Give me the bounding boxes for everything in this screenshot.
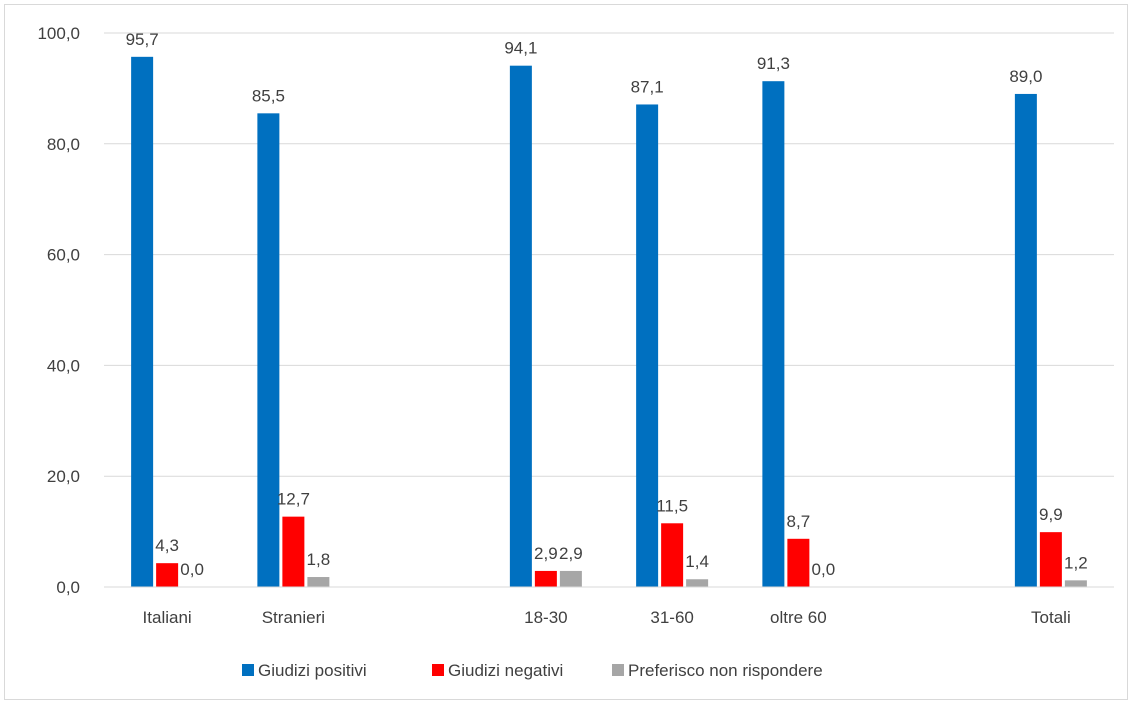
bar bbox=[307, 577, 330, 587]
bar bbox=[156, 563, 179, 587]
data-label: 11,5 bbox=[656, 496, 688, 515]
y-tick-label: 80,0 bbox=[47, 135, 80, 154]
data-label: 1,4 bbox=[685, 552, 709, 571]
data-label: 0,0 bbox=[812, 560, 836, 579]
data-label: 87,1 bbox=[631, 77, 664, 96]
data-label: 85,5 bbox=[252, 86, 285, 105]
bar bbox=[282, 516, 305, 587]
y-tick-label: 60,0 bbox=[47, 246, 80, 265]
legend-swatch bbox=[242, 664, 254, 676]
data-label: 8,7 bbox=[787, 512, 811, 531]
data-label: 94,1 bbox=[504, 39, 537, 58]
bar bbox=[257, 113, 280, 587]
data-label: 2,9 bbox=[534, 544, 558, 563]
data-label: 95,7 bbox=[126, 30, 159, 49]
data-label: 2,9 bbox=[559, 544, 583, 563]
legend-swatch bbox=[432, 664, 444, 676]
bar bbox=[1014, 93, 1037, 587]
bar bbox=[762, 81, 785, 587]
y-tick-label: 0,0 bbox=[56, 578, 80, 597]
bar bbox=[509, 65, 532, 588]
data-label: 4,3 bbox=[155, 536, 179, 555]
legend-label: Preferisco non rispondere bbox=[628, 661, 823, 680]
bar bbox=[1064, 580, 1087, 587]
category-label: 31-60 bbox=[650, 608, 693, 627]
legend-swatch bbox=[612, 664, 624, 676]
bar bbox=[686, 579, 709, 587]
bar bbox=[534, 570, 557, 587]
data-label: 9,9 bbox=[1039, 505, 1063, 524]
category-label: oltre 60 bbox=[770, 608, 827, 627]
category-label: 18-30 bbox=[524, 608, 567, 627]
data-label: 89,0 bbox=[1009, 67, 1042, 86]
bar bbox=[661, 523, 684, 587]
data-label: 91,3 bbox=[757, 54, 790, 73]
data-label: 0,0 bbox=[180, 560, 204, 579]
legend-label: Giudizi positivi bbox=[258, 661, 367, 680]
category-label: Italiani bbox=[143, 608, 192, 627]
y-tick-label: 20,0 bbox=[47, 467, 80, 486]
y-tick-label: 100,0 bbox=[37, 24, 80, 43]
bar bbox=[787, 538, 810, 587]
category-label: Stranieri bbox=[262, 608, 325, 627]
data-label: 12,7 bbox=[277, 490, 310, 509]
data-label: 1,2 bbox=[1064, 553, 1088, 572]
bar bbox=[559, 570, 582, 587]
y-tick-label: 40,0 bbox=[47, 356, 80, 375]
category-label: Totali bbox=[1031, 608, 1071, 627]
bar bbox=[636, 104, 659, 587]
bar bbox=[131, 56, 154, 587]
legend-label: Giudizi negativi bbox=[448, 661, 563, 680]
data-label: 1,8 bbox=[307, 550, 331, 569]
bar bbox=[1039, 532, 1062, 587]
